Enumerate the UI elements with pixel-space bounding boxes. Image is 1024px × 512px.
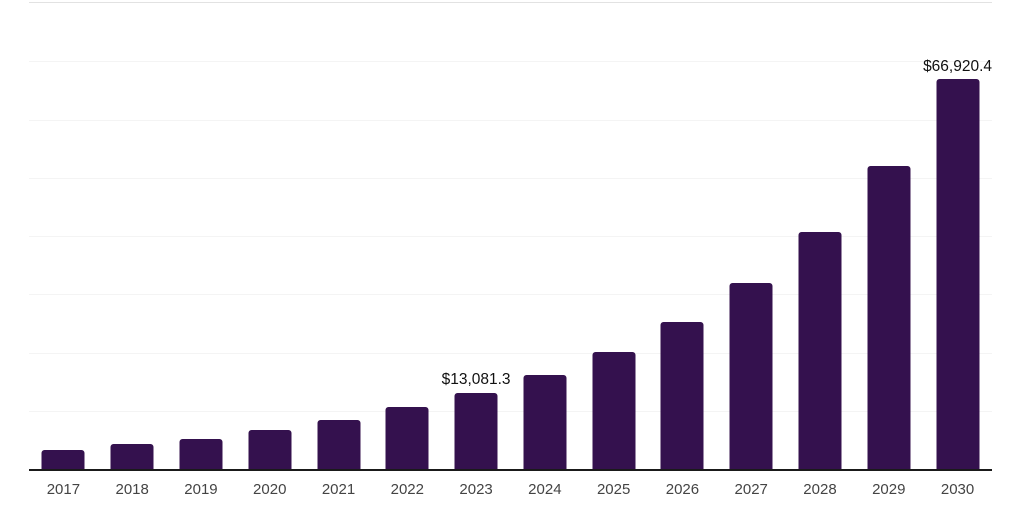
plot-area: $13,081.3 $66,920.4 [29,2,992,471]
x-tick-label-2027: 2027 [734,481,768,498]
bar-slot-2022 [373,3,442,469]
gridline [29,119,992,121]
bar-slot-2019 [167,3,236,469]
bar-slot-2023: $13,081.3 [442,3,511,469]
bar-2028 [798,232,842,469]
bar-2023 [454,392,498,469]
bar-slot-2025 [579,3,648,469]
x-tick-label-2028: 2028 [803,481,837,498]
bar-2022 [385,407,429,469]
bar-slot-2026 [648,3,717,469]
gridline [29,61,992,63]
bar-2017 [41,449,85,469]
x-tick-label-2026: 2026 [665,481,700,498]
bar-2029 [867,165,911,469]
gridline [29,352,992,354]
bar-2020 [248,429,292,469]
bar-2026 [660,322,704,469]
bar-2019 [179,438,223,469]
bar-slot-2024 [510,3,579,469]
bar-slot-2027 [717,3,786,469]
x-tick-label-2024: 2024 [528,481,562,498]
bar-slot-2030: $66,920.4 [923,3,992,469]
x-tick-label-2018: 2018 [115,481,149,498]
bar-2024 [523,374,567,469]
gridline [29,177,992,179]
x-tick-label-2019: 2019 [184,481,218,498]
x-tick-label-2025: 2025 [596,481,631,498]
x-axis: 2017 2018 2019 2020 2021 2022 2023 2024 2025 2026… [29,481,992,499]
bar-value-label-2030: $66,920.4 [923,57,993,75]
bar-2027 [729,283,773,469]
x-tick-label-2022: 2022 [390,481,424,498]
gridline [29,410,992,412]
bar-2018 [110,443,154,469]
gridline [29,236,992,237]
gridline [29,294,992,296]
bar-slot-2028 [786,3,855,469]
bar-slot-2021 [304,3,373,469]
bar-slot-2029 [854,3,923,469]
bar-value-label-2023: $13,081.3 [441,371,511,389]
x-tick-label-2023: 2023 [459,481,493,498]
x-tick-label-2029: 2029 [872,481,906,498]
bars-row: $13,081.3 $66,920.4 [29,3,992,469]
x-tick-label-2017: 2017 [46,481,81,498]
bar-slot-2020 [235,3,304,469]
bar-2030 [936,79,980,469]
bar-slot-2017 [29,3,98,469]
bar-2021 [317,419,361,469]
bar-slot-2018 [98,3,167,469]
x-tick-label-2020: 2020 [253,481,287,498]
bar-2025 [592,351,636,469]
x-tick-label-2030: 2030 [940,481,975,498]
x-tick-label-2021: 2021 [321,481,356,498]
